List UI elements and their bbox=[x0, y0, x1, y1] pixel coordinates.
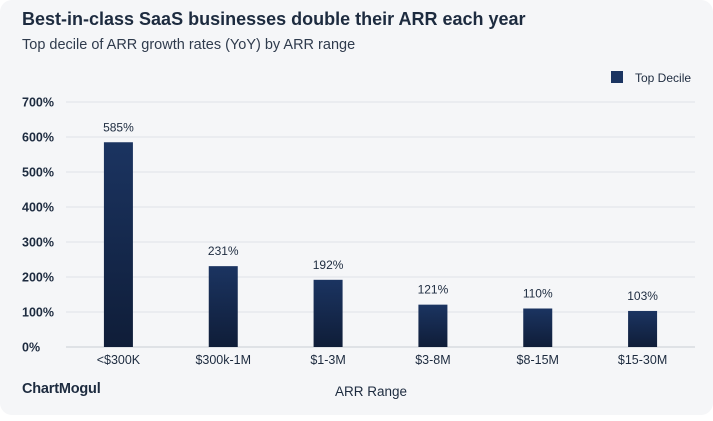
y-tick-label: 100% bbox=[22, 306, 54, 320]
chart-subtitle: Top decile of ARR growth rates (YoY) by … bbox=[22, 37, 356, 53]
bar-4 bbox=[523, 308, 553, 347]
x-axis-label: ARR Range bbox=[335, 384, 407, 399]
x-tick-label: $8-15M bbox=[517, 353, 559, 367]
bar-2 bbox=[313, 279, 343, 347]
y-tick-label: 700% bbox=[22, 96, 54, 110]
legend-label-top-decile: Top Decile bbox=[635, 71, 691, 85]
y-tick-label: 500% bbox=[22, 166, 54, 180]
legend-swatch-top-decile bbox=[611, 71, 623, 83]
x-axis-ticks: <$300K $300k-1M $1-3M $3-8M $8-15M $15-30M bbox=[97, 353, 668, 367]
data-label: 103% bbox=[627, 289, 658, 303]
data-label: 231% bbox=[208, 244, 239, 258]
x-tick-label: $15-30M bbox=[618, 353, 667, 367]
bars bbox=[103, 142, 658, 347]
legend: Top Decile bbox=[611, 71, 691, 85]
x-tick-label: $1-3M bbox=[310, 353, 345, 367]
y-tick-label: 300% bbox=[22, 236, 54, 250]
chartmogul-logo: ChartMogul bbox=[22, 381, 101, 397]
x-tick-label: $300k-1M bbox=[195, 353, 251, 367]
bar-0 bbox=[103, 142, 133, 347]
y-tick-label: 400% bbox=[22, 201, 54, 215]
bar-5 bbox=[628, 310, 658, 347]
bar-1 bbox=[208, 266, 238, 347]
y-tick-label: 200% bbox=[22, 271, 54, 285]
chart-title: Best-in-class SaaS businesses double the… bbox=[22, 9, 526, 29]
y-tick-label: 600% bbox=[22, 131, 54, 145]
data-label: 585% bbox=[103, 120, 134, 134]
x-tick-label: <$300K bbox=[97, 353, 141, 367]
data-label: 110% bbox=[523, 287, 553, 301]
bar-3 bbox=[418, 304, 448, 347]
data-labels: 585% 231% 192% 121% 110% 103% bbox=[103, 120, 658, 303]
data-label: 121% bbox=[418, 283, 449, 297]
y-axis-ticks: 0% 100% 200% 300% 400% 500% 600% 700% bbox=[22, 96, 54, 355]
data-label: 192% bbox=[313, 258, 344, 272]
x-tick-label: $3-8M bbox=[415, 353, 450, 367]
gridlines bbox=[66, 101, 695, 348]
y-tick-label: 0% bbox=[22, 341, 40, 355]
